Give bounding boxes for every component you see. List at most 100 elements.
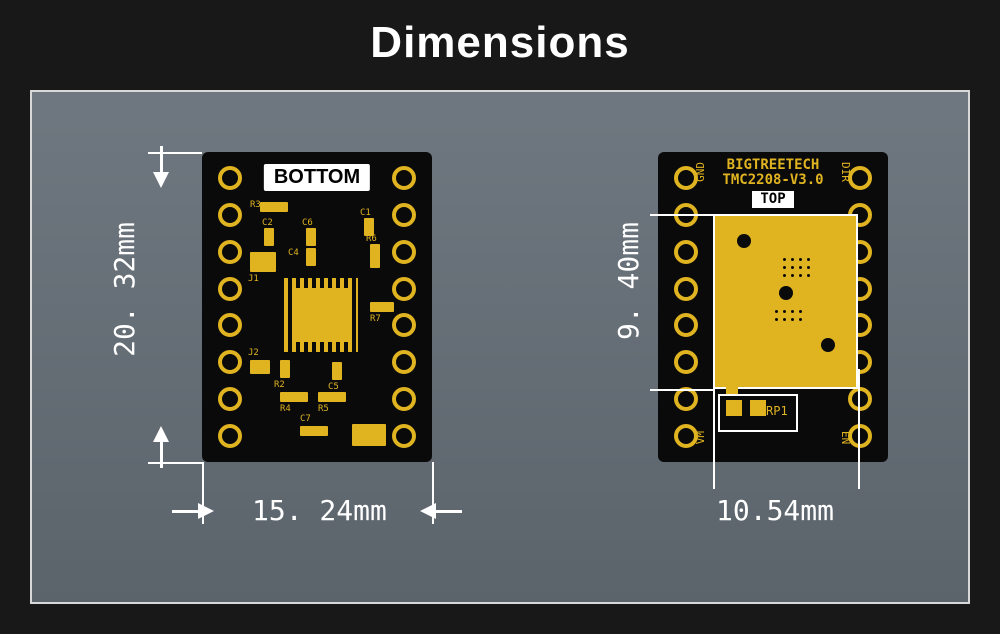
via-dot <box>783 258 786 261</box>
smd-ref: C1 <box>360 208 371 218</box>
arrow-right-icon <box>198 503 214 519</box>
via-dot <box>783 310 786 313</box>
height-label-left: 20. 32mm <box>108 222 141 357</box>
dim-ext <box>650 389 714 391</box>
pin <box>392 240 416 264</box>
via-dot <box>791 274 794 277</box>
smd-pad <box>306 248 316 266</box>
pin-col-left <box>666 166 706 448</box>
pin <box>674 277 698 301</box>
pin <box>392 424 416 448</box>
smd-ref: R3 <box>250 200 261 210</box>
pin <box>392 313 416 337</box>
brand-line2: TMC2208-V3.0 <box>708 173 838 188</box>
heat-pad <box>713 214 858 389</box>
pin <box>218 277 242 301</box>
smd-pad <box>318 392 346 402</box>
bottom-label: BOTTOM <box>264 164 370 191</box>
smd-ref: C2 <box>262 218 273 228</box>
width-label-left: 15. 24mm <box>252 494 387 527</box>
via-dot <box>783 274 786 277</box>
en-label: EN <box>839 431 852 444</box>
right-panel: GND DIR VM EN BIGTREETECH TMC2208-V3.0 T… <box>548 132 928 582</box>
pin <box>218 350 242 374</box>
stage: BOTTOM R3 C2 C6 C1 J1 C4 R6 R7 J2 R2 <box>30 90 970 604</box>
page-title: Dimensions <box>0 0 1000 68</box>
dim-ext <box>858 369 860 489</box>
rp1-pad <box>726 400 742 416</box>
via-dot <box>783 318 786 321</box>
smd-ref: R5 <box>318 404 329 414</box>
smd-pad <box>280 360 290 378</box>
smd-ref: R7 <box>370 314 381 324</box>
smd-pad <box>250 252 276 272</box>
pin <box>218 203 242 227</box>
via-dot <box>791 318 794 321</box>
pin <box>392 277 416 301</box>
via-dot <box>799 266 802 269</box>
via-dot <box>807 274 810 277</box>
pin <box>218 424 242 448</box>
smd-ref: C5 <box>328 382 339 392</box>
pin <box>674 313 698 337</box>
via-dot <box>807 266 810 269</box>
smd-ref: R2 <box>274 380 285 390</box>
gnd-label: GND <box>694 162 707 182</box>
smd-pad <box>306 228 316 246</box>
rp1-label: RP1 <box>766 404 788 418</box>
dim-ext <box>713 369 715 489</box>
top-label: TOP <box>752 191 793 208</box>
smd-ref: R6 <box>366 234 377 244</box>
via-dot <box>775 310 778 313</box>
arrow-down-icon <box>153 172 169 188</box>
arrow-up-icon <box>153 426 169 442</box>
pin <box>674 240 698 264</box>
width-label-right: 10.54mm <box>716 494 834 527</box>
dim-ext <box>148 462 202 464</box>
smd-pad <box>264 228 274 246</box>
pad-hole <box>779 286 793 300</box>
pin <box>848 387 872 411</box>
smd-ref: R4 <box>280 404 291 414</box>
via-dot <box>799 258 802 261</box>
dim-ext <box>148 152 202 154</box>
dim-line <box>432 510 462 513</box>
via-dot <box>799 318 802 321</box>
qfn-footprint <box>284 278 358 352</box>
via-dot <box>807 258 810 261</box>
pin <box>218 166 242 190</box>
smd-ref: J1 <box>248 274 259 284</box>
height-label-right: 9. 40mm <box>612 222 645 340</box>
via-dot <box>791 258 794 261</box>
smd-ref: C4 <box>288 248 299 258</box>
dim-ext <box>650 214 714 216</box>
smd-pad <box>260 202 288 212</box>
pin-col-left <box>210 166 250 448</box>
pcb-top: GND DIR VM EN BIGTREETECH TMC2208-V3.0 T… <box>658 152 888 462</box>
pin <box>392 387 416 411</box>
via-dot <box>775 318 778 321</box>
smd-pad <box>370 302 394 312</box>
pcb-bottom: BOTTOM R3 C2 C6 C1 J1 C4 R6 R7 J2 R2 <box>202 152 432 462</box>
dim-ext <box>432 462 434 524</box>
via-dot <box>791 310 794 313</box>
pin <box>392 350 416 374</box>
left-panel: BOTTOM R3 C2 C6 C1 J1 C4 R6 R7 J2 R2 <box>92 132 472 582</box>
pin <box>218 387 242 411</box>
pad-hole <box>821 338 835 352</box>
pin <box>392 166 416 190</box>
pin <box>218 240 242 264</box>
smd-pad <box>332 362 342 380</box>
pad-hole <box>737 234 751 248</box>
smd-pad <box>250 360 270 374</box>
via-dot <box>783 266 786 269</box>
rp1-pad <box>726 386 738 394</box>
smd-ref: C7 <box>300 414 311 424</box>
rp1-pad <box>750 400 766 416</box>
smd-ref: C6 <box>302 218 313 228</box>
smd-pad <box>280 392 308 402</box>
vm-label: VM <box>694 431 707 444</box>
smd-ref: J2 <box>248 348 259 358</box>
smd-pad <box>370 244 380 268</box>
brand-line1: BIGTREETECH <box>708 158 838 173</box>
